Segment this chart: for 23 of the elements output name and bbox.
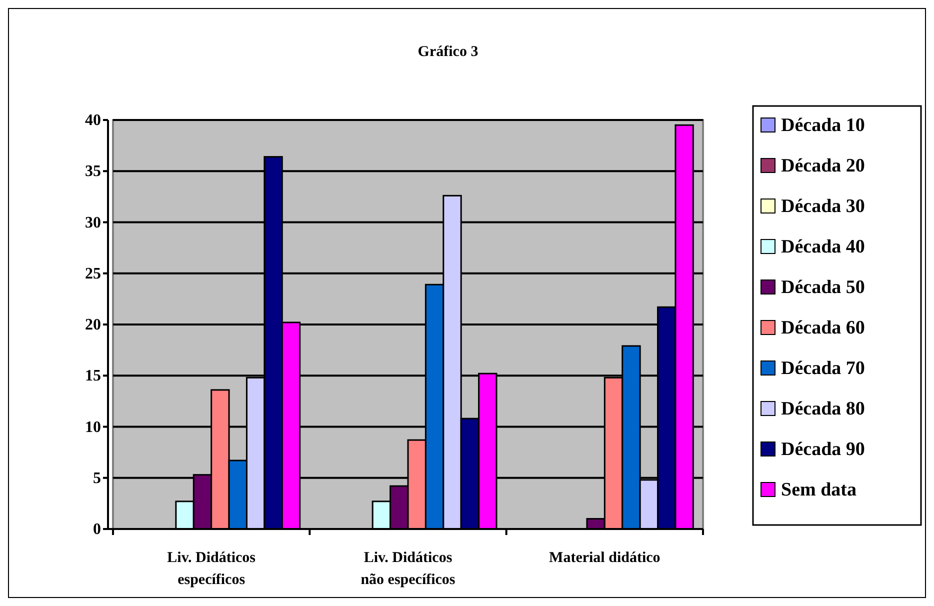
y-tick-label: 30: [85, 214, 101, 232]
y-tick-label: 20: [85, 316, 101, 334]
legend-label: Década 90: [781, 439, 865, 460]
y-tick-label: 35: [85, 163, 101, 180]
x-tick-label: Liv. Didáticos não específicos: [360, 550, 456, 588]
y-tick-label: 40: [85, 112, 101, 129]
legend-label: Sem data: [781, 480, 857, 500]
legend-label: Década 30: [781, 196, 865, 217]
y-tick-label: 10: [85, 418, 101, 436]
legend-label: Década 70: [781, 358, 865, 379]
y-tick-label: 25: [85, 265, 101, 282]
chart-title: Gráfico 3: [418, 44, 478, 60]
x-tick-label: Material didático: [549, 550, 660, 566]
y-tick-label: 15: [85, 368, 101, 385]
legend-label: Década 50: [781, 277, 865, 298]
y-tick-label: 5: [93, 470, 101, 487]
legend-label: Década 80: [781, 398, 865, 420]
legend-label: Década 60: [781, 318, 865, 338]
x-tick-label: Liv. Didáticos específicos: [167, 550, 256, 588]
legend-label: Década 10: [781, 115, 865, 136]
legend-label: Década 20: [781, 156, 865, 176]
legend-label: Década 40: [781, 236, 865, 258]
y-tick-label: 0: [93, 521, 101, 538]
